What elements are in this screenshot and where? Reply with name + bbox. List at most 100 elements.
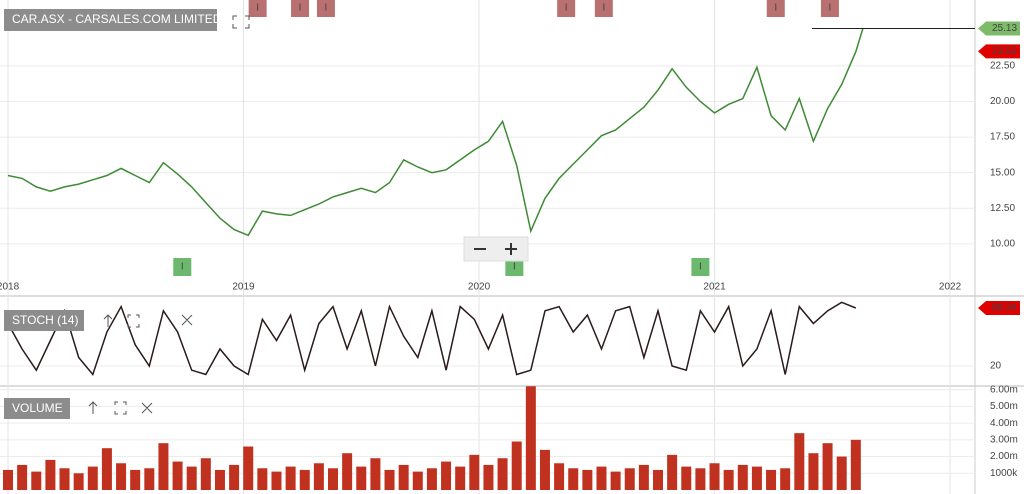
bar xyxy=(624,468,635,490)
bar xyxy=(257,468,268,490)
bar xyxy=(172,461,183,490)
value-tag xyxy=(978,21,1020,36)
event-marker xyxy=(173,258,192,276)
event-marker xyxy=(594,0,613,17)
panel-icons[interactable] xyxy=(88,401,153,415)
panel-icons[interactable] xyxy=(103,314,193,328)
bar xyxy=(370,458,381,490)
bar xyxy=(45,459,56,490)
event-marker xyxy=(691,258,710,276)
event-marker xyxy=(291,0,310,17)
y-tick-label: 20 xyxy=(990,361,1002,372)
bar xyxy=(497,458,508,490)
bar xyxy=(285,466,296,490)
y-tick-label: 12.50 xyxy=(990,203,1015,214)
event-marker xyxy=(505,258,524,276)
panel-title: STOCH (14) xyxy=(12,313,78,327)
y-tick-label: 20.00 xyxy=(990,96,1015,107)
bar xyxy=(568,468,579,490)
y-tick-label: 22.50 xyxy=(990,61,1015,72)
bar xyxy=(116,463,127,490)
bar xyxy=(723,469,734,490)
bar xyxy=(822,443,833,490)
value-tag xyxy=(978,300,1020,315)
bar xyxy=(229,464,240,490)
y-tick-label: 17.50 xyxy=(990,132,1015,143)
series-line xyxy=(7,28,864,237)
indicator-tag-label: 23.52 xyxy=(992,46,1017,57)
event-marker-label: I xyxy=(829,3,832,14)
event-marker-label: I xyxy=(602,3,605,14)
bar xyxy=(426,468,437,490)
title-box xyxy=(4,398,70,419)
x-tick-label: 2021 xyxy=(703,282,726,293)
bar xyxy=(455,466,466,490)
bar xyxy=(695,468,706,490)
bar xyxy=(469,454,480,490)
zoom-controls[interactable] xyxy=(463,236,529,262)
bar xyxy=(342,453,353,490)
bar xyxy=(766,469,777,490)
bar xyxy=(441,461,452,490)
bar xyxy=(610,471,621,490)
bar xyxy=(3,469,14,490)
event-marker xyxy=(766,0,785,17)
bar xyxy=(87,466,98,490)
y-tick-label: 5.00m xyxy=(990,401,1018,412)
y-tick-label: 6.00m xyxy=(990,384,1018,395)
title-box xyxy=(4,9,217,31)
bar xyxy=(101,448,112,490)
bar xyxy=(412,471,423,490)
event-marker-label: I xyxy=(256,3,259,14)
bar xyxy=(525,386,536,490)
x-tick-label: 2019 xyxy=(232,282,255,293)
event-marker-label: I xyxy=(299,3,302,14)
expand-icon[interactable] xyxy=(232,15,250,29)
bar xyxy=(737,464,748,490)
bar xyxy=(31,471,42,490)
bar xyxy=(384,469,395,490)
bar xyxy=(328,468,339,490)
y-tick-label: 10.00 xyxy=(990,238,1015,249)
bar xyxy=(398,464,409,490)
bar xyxy=(681,466,692,490)
y-tick-label: 2.00m xyxy=(990,451,1018,462)
bar xyxy=(59,468,70,490)
x-tick-label: 2018 xyxy=(0,282,20,293)
indicator-tag xyxy=(978,44,1020,59)
bar xyxy=(511,441,522,490)
bar xyxy=(271,471,282,490)
event-marker-label: I xyxy=(325,3,328,14)
bar xyxy=(653,469,664,490)
panel-title: VOLUME xyxy=(12,401,63,415)
bar xyxy=(539,449,550,490)
chart-title: CAR.ASX - CARSALES.COM LIMITED xyxy=(12,12,222,26)
event-marker xyxy=(820,0,839,17)
bar xyxy=(850,439,861,490)
bar xyxy=(582,469,593,490)
bar xyxy=(794,433,805,490)
zoom-icons[interactable] xyxy=(474,243,517,255)
bar xyxy=(836,456,847,490)
y-tick-label: 15.00 xyxy=(990,167,1015,178)
bar xyxy=(808,453,819,490)
bar xyxy=(144,468,155,490)
event-marker-label: I xyxy=(774,3,777,14)
value-tag-label: 25.13 xyxy=(992,23,1017,34)
bar xyxy=(780,468,791,490)
event-marker xyxy=(557,0,576,17)
bar xyxy=(130,469,141,490)
event-marker-label: I xyxy=(565,3,568,14)
event-marker xyxy=(316,0,335,17)
zoom-box[interactable] xyxy=(463,236,529,262)
bar xyxy=(554,463,565,490)
bar xyxy=(73,473,84,490)
event-marker xyxy=(248,0,267,17)
bar xyxy=(299,469,310,490)
bar xyxy=(158,443,169,490)
x-tick-label: 2020 xyxy=(468,282,491,293)
bar xyxy=(596,466,607,490)
x-tick-label: 2022 xyxy=(939,282,962,293)
